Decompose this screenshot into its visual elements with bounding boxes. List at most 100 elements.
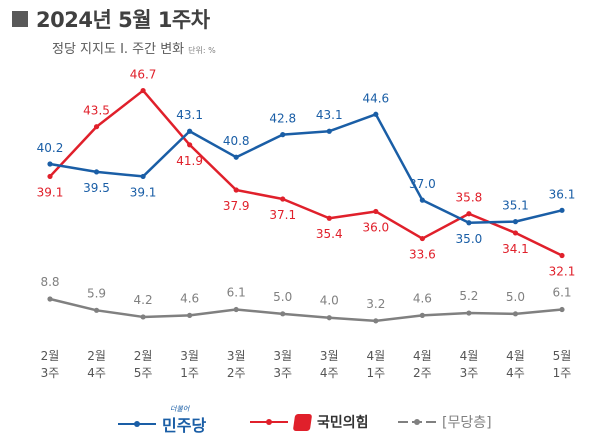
ppp-data-label: 36.0: [362, 220, 389, 234]
x-tick-label: 2월: [87, 349, 106, 363]
independent-data-label: 4.6: [413, 291, 432, 305]
ppp-series-point: [373, 208, 379, 215]
minju-series-point: [326, 128, 332, 134]
minju-data-label: 42.8: [269, 112, 296, 126]
x-tick-label: 1주: [553, 366, 572, 380]
x-tick-label: 3월: [180, 349, 199, 363]
minju-series-point: [559, 207, 565, 213]
independent-data-label: 5.0: [273, 290, 292, 304]
minju-data-label: 37.0: [409, 177, 436, 191]
legend-item-minju: 더불어 민주당: [118, 405, 207, 436]
ppp-data-label: 32.1: [549, 265, 576, 279]
independent-data-label: 5.0: [506, 290, 525, 304]
independent-data-label: 4.6: [180, 291, 199, 305]
legend-label-ppp: 국민의힘: [317, 415, 369, 431]
ppp-series-point: [512, 230, 519, 236]
minju-series-point: [373, 111, 379, 117]
minju-data-label: 36.1: [549, 187, 576, 201]
ppp-series-point: [466, 211, 472, 217]
ppp-series-point: [187, 142, 193, 148]
legend-dot-minju: [134, 421, 140, 427]
independent-series-point: [47, 296, 53, 302]
minju-data-label: 43.1: [176, 108, 203, 122]
x-tick-label: 1주: [366, 366, 385, 380]
independent-series-point: [466, 310, 472, 316]
minju-series-point: [512, 219, 519, 225]
subtitle-text: 정당 지지도 Ⅰ. 주간 변화: [52, 42, 185, 57]
ppp-series-point: [419, 235, 425, 242]
independent-series-point: [187, 312, 193, 318]
legend-small-text: 더불어: [170, 405, 190, 413]
independent-series-point: [233, 306, 239, 313]
x-tick-label: 4월: [413, 349, 432, 363]
ppp-data-label: 46.7: [130, 68, 157, 82]
minju-series-point: [187, 128, 193, 134]
minju-series-point: [233, 154, 239, 160]
x-tick-label: 4주: [87, 366, 106, 380]
minju-data-label: 40.8: [223, 134, 250, 148]
x-tick-label: 5주: [134, 366, 153, 380]
minju-series-point: [466, 220, 472, 226]
x-tick-label: 3주: [273, 366, 292, 380]
x-tick-label: 4월: [506, 349, 525, 363]
legend-dot-ppp: [266, 419, 272, 425]
independent-series-point: [373, 318, 379, 324]
minju-logo: 더불어 민주당: [162, 405, 207, 436]
ppp-series-point: [47, 173, 53, 180]
minju-data-label: 44.6: [362, 91, 389, 105]
title-square-icon: [12, 11, 28, 27]
independent-data-label: 3.2: [366, 297, 385, 311]
independent-data-label: 5.9: [87, 286, 106, 300]
minju-data-label: 40.2: [37, 141, 64, 155]
unit-label: 단위: %: [188, 46, 216, 55]
independent-data-label: 6.1: [227, 286, 246, 300]
x-tick-label: 3주: [41, 366, 60, 380]
legend-label-independent: [무당층]: [442, 415, 492, 431]
legend-line-minju: [118, 421, 156, 427]
independent-data-label: 8.8: [40, 275, 59, 289]
ppp-data-label: 37.1: [269, 208, 296, 222]
ppp-data-label: 34.1: [502, 242, 529, 256]
x-tick-label: 1주: [180, 366, 199, 380]
ppp-series-point: [326, 215, 332, 221]
x-tick-label: 2월: [134, 349, 153, 363]
independent-series-point: [93, 307, 100, 313]
ppp-data-label: 35.4: [316, 227, 343, 241]
minju-series-point: [47, 161, 53, 167]
independent-series-point: [140, 314, 146, 320]
legend-dot-independent: [414, 419, 420, 425]
minju-data-label: 35.0: [456, 232, 483, 246]
legend: 더불어 민주당 국민의힘 [무당층]: [0, 405, 600, 438]
independent-series-point: [326, 315, 332, 321]
x-tick-label: 2월: [41, 349, 60, 363]
independent-series-point: [280, 311, 286, 317]
ppp-data-label: 43.5: [83, 104, 110, 118]
ppp-series-point: [559, 252, 565, 259]
ppp-data-label: 33.6: [409, 248, 436, 262]
x-tick-label: 4주: [320, 366, 339, 380]
chart-subtitle: 정당 지지도 Ⅰ. 주간 변화 단위: %: [52, 38, 216, 57]
line-chart: 40.2 39.1 8.8 2월 3주 39.5 43.5 5.9 2월 4주 39.1 46.7 4.…: [37, 68, 576, 380]
x-tick-label: 5월: [553, 349, 572, 363]
x-tick-label: 4주: [506, 366, 525, 380]
independent-data-label: 4.2: [134, 293, 153, 307]
legend-item-independent: [무당층]: [398, 412, 492, 432]
minju-data-label: 39.5: [83, 181, 110, 195]
ppp-series-line: [49, 89, 563, 257]
independent-data-label: 5.2: [459, 289, 478, 303]
ppp-data-label: 41.9: [176, 154, 203, 168]
x-tick-label: 3주: [460, 366, 479, 380]
page-title: 2024년 5월 1주차: [36, 8, 210, 32]
minju-data-label: 43.1: [316, 108, 343, 122]
minju-series-line: [49, 113, 563, 225]
x-tick-label: 3월: [227, 349, 246, 363]
ppp-series-point: [140, 87, 146, 94]
ppp-data-label: 39.1: [37, 185, 64, 199]
legend-label-minju: 민주당: [162, 416, 207, 435]
legend-line-independent: [398, 419, 436, 425]
header: 2024년 5월 1주차: [12, 4, 210, 34]
x-tick-label: 3월: [320, 349, 339, 363]
independent-data-label: 6.1: [552, 286, 571, 300]
ppp-series-point: [93, 124, 100, 130]
legend-item-ppp: 국민의힘: [250, 412, 369, 432]
